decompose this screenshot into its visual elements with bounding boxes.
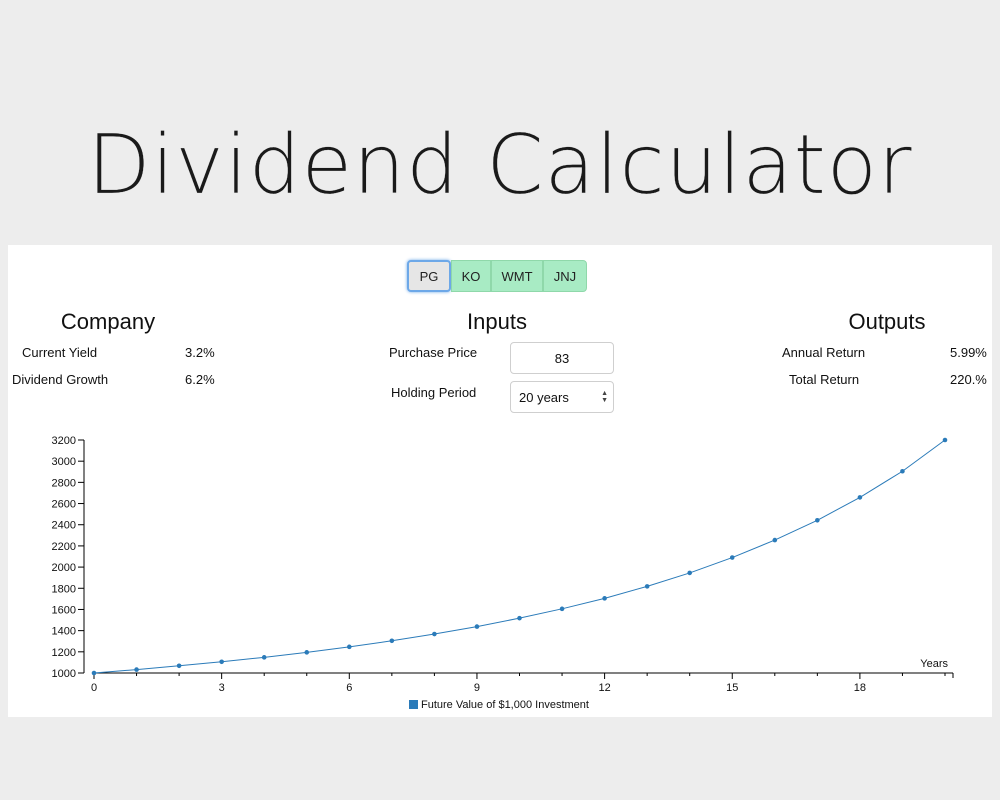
x-tick-label: 9: [474, 682, 480, 694]
series-line: [93, 439, 946, 674]
legend-label: Future Value of $1,000 Investment: [421, 699, 589, 711]
y-tick-label: 1400: [52, 626, 76, 638]
x-tick-label: 3: [219, 682, 225, 694]
data-point: [517, 615, 522, 621]
purchase-price-label: Purchase Price: [389, 345, 478, 360]
y-axis: 1000 1200 1400 1600 1800 2000 2200 2400 2600 2800…: [52, 435, 85, 680]
data-point: [176, 663, 182, 669]
data-point: [772, 537, 778, 543]
x-tick-label: 12: [598, 682, 610, 694]
x-axis: 0 3 6 9 12 15 18: [91, 672, 954, 694]
ticker-button-group: PG KO WMT JNJ: [407, 260, 587, 292]
select-arrows-icon: ▲ ▼: [601, 390, 608, 404]
y-tick-label: 2000: [52, 562, 76, 574]
annual-return-value: 5.99%: [950, 345, 987, 360]
y-tick-label: 1200: [52, 647, 76, 659]
data-point: [815, 517, 820, 523]
x-axis-label: Years: [920, 658, 948, 670]
x-tick-label: 0: [91, 682, 97, 694]
total-return-label: Total Return: [789, 372, 860, 387]
y-tick-label: 1000: [52, 668, 76, 680]
data-point: [389, 638, 395, 644]
outputs-heading: Outputs: [848, 309, 926, 334]
y-tick-label: 3000: [52, 456, 76, 468]
y-tick-label: 2400: [52, 520, 76, 532]
holding-period-select[interactable]: 20 years ▲ ▼: [510, 381, 614, 413]
data-point: [559, 606, 565, 612]
page-title: Dividend Calculator: [87, 118, 913, 213]
ticker-button-wmt[interactable]: WMT: [491, 260, 543, 292]
data-point: [474, 624, 480, 629]
holding-period-value: 20 years: [519, 389, 569, 405]
current-yield-label: Current Yield: [22, 345, 98, 360]
total-return-value: 220.%: [950, 372, 987, 387]
calculator-panel: PG KO WMT JNJ Company Current Yield 3.2%…: [8, 245, 992, 717]
chart-legend: Future Value of $1,000 Investment: [409, 699, 589, 711]
data-point: [602, 596, 607, 601]
ticker-button-jnj[interactable]: JNJ: [543, 260, 587, 292]
company-heading: Company: [60, 309, 156, 334]
x-tick-label: 18: [854, 682, 866, 694]
future-value-chart: 1000 1200 1400 1600 1800 2000 2200 2400 2600 2800…: [52, 435, 954, 711]
y-tick-label: 1800: [52, 583, 76, 595]
data-point: [900, 468, 905, 474]
y-tick-label: 2200: [52, 541, 76, 553]
y-tick-label: 3200: [52, 435, 76, 447]
ticker-button-pg[interactable]: PG: [407, 260, 451, 292]
y-tick-label: 2600: [52, 499, 76, 511]
ticker-button-ko[interactable]: KO: [451, 260, 491, 292]
data-point: [432, 631, 437, 637]
x-tick-label: 6: [346, 682, 352, 694]
annual-return-label: Annual Return: [782, 345, 866, 360]
data-point: [91, 670, 97, 676]
data-point: [942, 437, 948, 443]
data-point: [729, 555, 735, 560]
data-point: [304, 650, 310, 655]
series-layer: [91, 437, 948, 676]
holding-period-label: Holding Period: [391, 385, 477, 400]
current-yield-value: 3.2%: [185, 345, 215, 360]
data-point: [219, 659, 224, 665]
data-point: [857, 495, 863, 500]
x-tick-label: 15: [726, 682, 738, 694]
legend-swatch: [409, 700, 418, 709]
purchase-price-input[interactable]: [510, 342, 614, 374]
y-tick-label: 2800: [52, 477, 76, 489]
dividend-growth-label: Dividend Growth: [12, 372, 109, 387]
data-point: [687, 570, 692, 576]
data-point: [347, 644, 352, 650]
data-point: [134, 667, 139, 672]
data-point: [261, 655, 267, 660]
inputs-heading: Inputs: [467, 309, 527, 334]
y-tick-label: 1600: [52, 604, 76, 616]
data-point: [644, 584, 650, 589]
dividend-growth-value: 6.2%: [185, 372, 215, 387]
